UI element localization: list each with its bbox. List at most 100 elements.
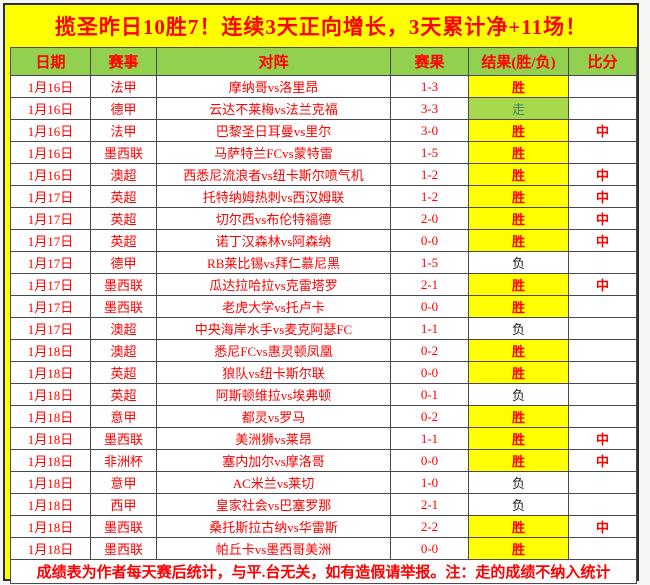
match-cell: 老虎大学vs托卢卡 [156,295,391,318]
match-cell: 美洲狮vs莱昂 [156,427,391,450]
league-cell: 西甲 [90,493,157,516]
score-cell: 1-5 [390,251,469,274]
score-cell: 2-0 [390,207,469,230]
score-cell: 1-1 [390,427,469,450]
date-cell: 1月18日 [10,383,91,406]
league-cell: 澳超 [90,339,157,362]
table-row: 1月16日 德甲 云达不莱梅vs法兰克福 3-3 走 [10,97,637,120]
result-cell: 胜 [468,75,569,98]
table-row: 1月17日 墨西联 老虎大学vs托卢卡 0-0 胜 [10,295,637,318]
match-cell: 中央海岸水手vs麦克阿瑟FC [156,317,391,340]
header-league: 赛事 [90,47,157,76]
mark-cell [568,317,637,340]
date-cell: 1月18日 [10,515,91,538]
result-cell: 胜 [468,405,569,428]
league-cell: 非洲杯 [90,449,157,472]
match-cell: 瓜达拉哈拉vs克雷塔罗 [156,273,391,296]
table-row: 1月18日 英超 狼队vs纽卡斯尔联 0-0 胜 [10,361,637,384]
score-cell: 0-0 [390,229,469,252]
date-cell: 1月17日 [10,185,91,208]
header-row: 日期 赛事 对阵 赛果 结果(胜/负) 比分 [10,47,637,76]
mark-cell [568,471,637,494]
date-cell: 1月17日 [10,317,91,340]
date-cell: 1月16日 [10,141,91,164]
league-cell: 墨西联 [90,515,157,538]
table-row: 1月17日 英超 诺丁汉森林vs阿森纳 0-0 胜中 [10,229,637,252]
table-row: 1月18日 澳超 悉尼FCvs惠灵顿凤凰 0-2 胜 [10,339,637,362]
score-cell: 0-2 [390,339,469,362]
league-cell: 意甲 [90,405,157,428]
result-cell: 胜 [468,339,569,362]
result-cell: 胜 [468,119,569,142]
date-cell: 1月18日 [10,449,91,472]
mark-cell [568,295,637,318]
match-cell: 马萨特兰FCvs蒙特雷 [156,141,391,164]
match-cell: 悉尼FCvs惠灵顿凤凰 [156,339,391,362]
table-row: 1月18日 墨西联 美洲狮vs莱昂 1-1 胜中 [10,427,637,450]
score-cell: 1-3 [390,75,469,98]
match-cell: RB莱比锡vs拜仁慕尼黑 [156,251,391,274]
league-cell: 英超 [90,383,157,406]
table-row: 1月17日 德甲 RB莱比锡vs拜仁慕尼黑 1-5 负 [10,251,637,274]
result-cell: 负 [468,317,569,340]
league-cell: 墨西联 [90,427,157,450]
league-cell: 澳超 [90,163,157,186]
date-cell: 1月18日 [10,405,91,428]
mark-cell: 中 [568,427,637,450]
score-cell: 0-0 [390,361,469,384]
result-cell: 胜 [468,207,569,230]
league-cell: 德甲 [90,251,157,274]
table-row: 1月18日 意甲 AC米兰vs莱切 1-0 负 [10,471,637,494]
match-cell: 狼队vs纽卡斯尔联 [156,361,391,384]
date-cell: 1月18日 [10,361,91,384]
table-row: 1月18日 墨西联 桑托斯拉古纳vs华雷斯 2-2 胜中 [10,515,637,538]
mark-cell: 中 [568,515,637,538]
match-cell: 西悉尼流浪者vs纽卡斯尔喷气机 [156,163,391,186]
result-cell: 胜 [468,515,569,538]
match-cell: 帕丘卡vs墨西哥美洲 [156,537,391,560]
mark-cell [568,537,637,560]
match-cell: 托特纳姆热刺vs西汉姆联 [156,185,391,208]
table-row: 1月16日 墨西联 马萨特兰FCvs蒙特雷 1-5 胜 [10,141,637,164]
result-cell: 胜 [468,295,569,318]
date-cell: 1月18日 [10,427,91,450]
match-cell: AC米兰vs莱切 [156,471,391,494]
mark-cell [568,141,637,164]
league-cell: 德甲 [90,97,157,120]
result-cell: 胜 [468,229,569,252]
league-cell: 墨西联 [90,141,157,164]
table-row: 1月16日 法甲 摩纳哥vs洛里昂 1-3 胜 [10,75,637,98]
mark-cell [568,97,637,120]
score-cell: 1-2 [390,185,469,208]
mark-cell: 中 [568,185,637,208]
date-cell: 1月16日 [10,97,91,120]
results-table-container: 日期 赛事 对阵 赛果 结果(胜/负) 比分 1月16日 法甲 摩纳哥vs洛里昂 1-… [10,47,637,584]
league-cell: 意甲 [90,471,157,494]
score-cell: 1-1 [390,317,469,340]
footer-note: 成绩表为作者每天赛后统计，与平.台无关，如有造假请举报。注：走的成绩不纳入统计 [10,559,637,584]
mark-cell [568,75,637,98]
header-match: 对阵 [156,47,391,76]
score-cell: 1-2 [390,163,469,186]
match-cell: 塞内加尔vs摩洛哥 [156,449,391,472]
score-cell: 3-3 [390,97,469,120]
page: 揽圣昨日10胜7！连续3天正向增长，3天累计净+11场！ 日期 赛事 对阵 赛果… [3,3,639,584]
league-cell: 英超 [90,207,157,230]
mark-cell [568,339,637,362]
header-result: 结果(胜/负) [468,47,569,76]
date-cell: 1月18日 [10,493,91,516]
table-row: 1月17日 澳超 中央海岸水手vs麦克阿瑟FC 1-1 负 [10,317,637,340]
header-date: 日期 [10,47,91,76]
mark-cell: 中 [568,229,637,252]
mark-cell: 中 [568,449,637,472]
score-cell: 2-1 [390,493,469,516]
league-cell: 墨西联 [90,273,157,296]
mark-cell: 中 [568,119,637,142]
table-row: 1月17日 英超 切尔西vs布伦特福德 2-0 胜中 [10,207,637,230]
date-cell: 1月17日 [10,273,91,296]
mark-cell [568,383,637,406]
score-cell: 0-0 [390,537,469,560]
table-row: 1月17日 英超 托特纳姆热刺vs西汉姆联 1-2 胜中 [10,185,637,208]
match-cell: 皇家社会vs巴塞罗那 [156,493,391,516]
mark-cell [568,361,637,384]
